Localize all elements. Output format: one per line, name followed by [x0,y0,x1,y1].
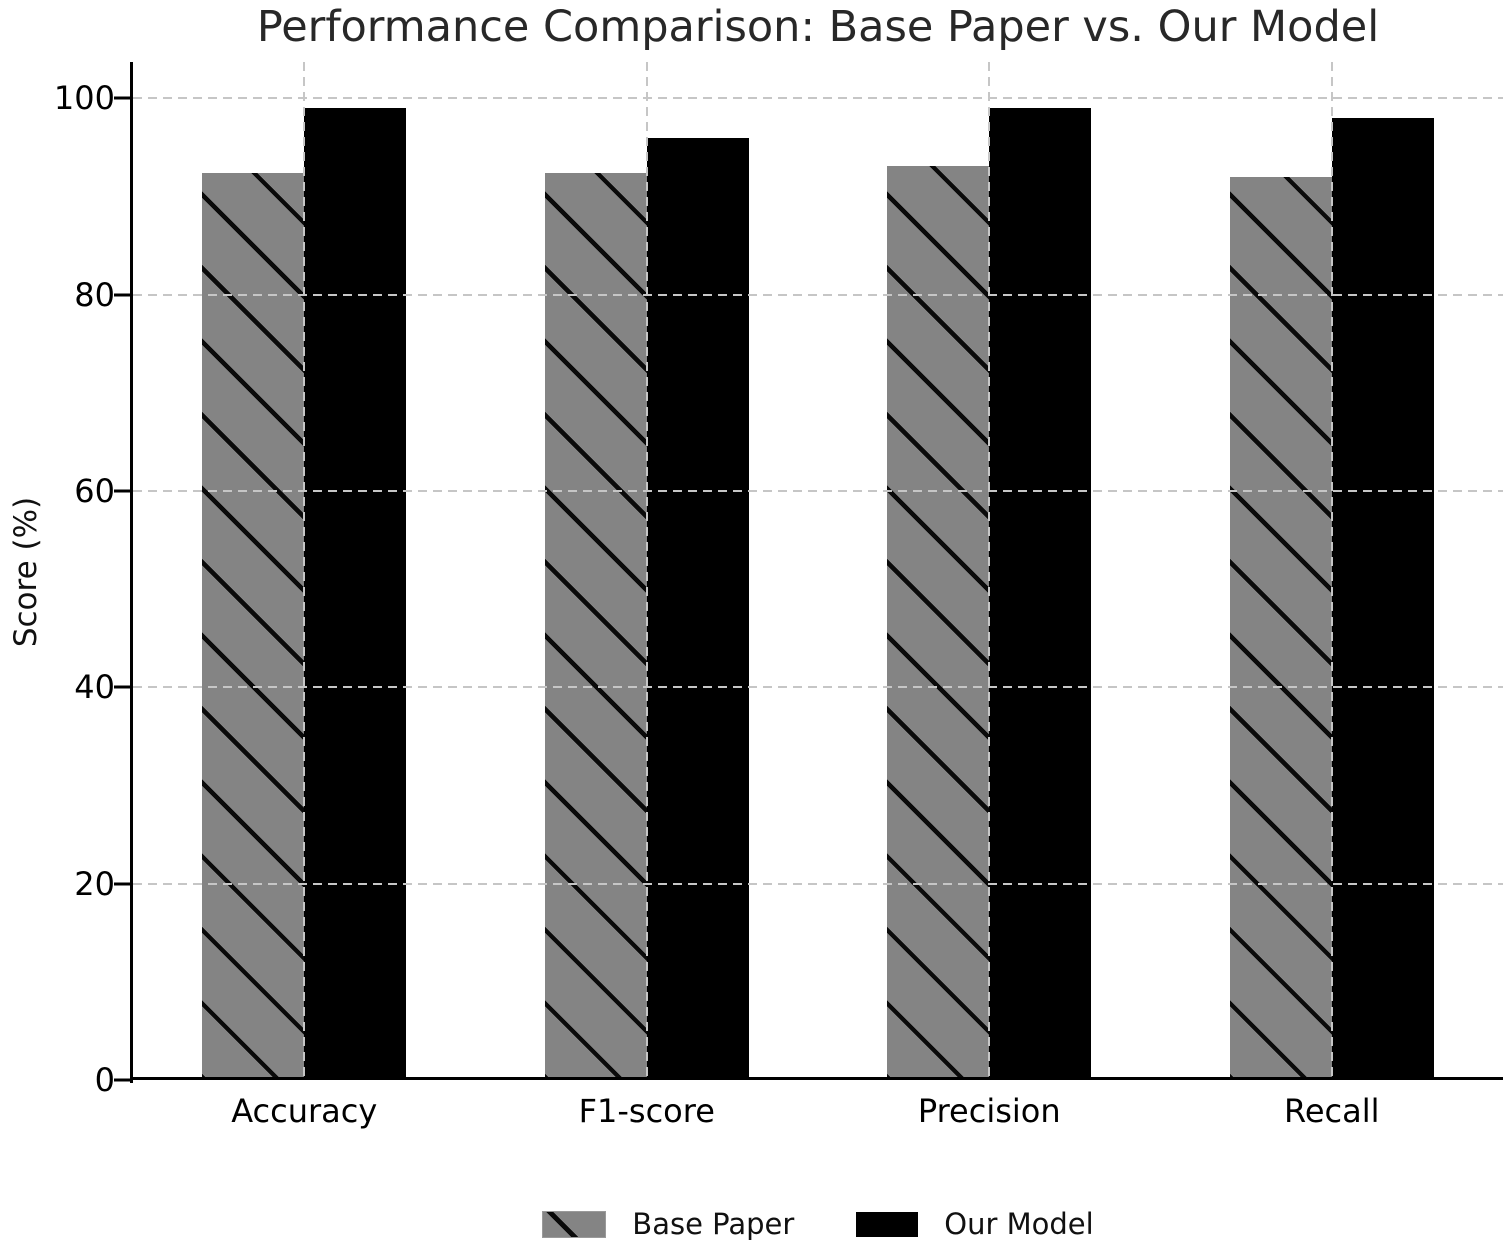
legend-swatch-our-model [856,1211,919,1237]
gridline-x-f1-score [645,62,648,1080]
y-axis-spine [130,62,133,1083]
legend-item-base-paper: Base Paper [542,1207,794,1241]
bar-base-paper-f1-score [544,172,647,1080]
legend: Base Paper Our Model [133,1205,1503,1243]
bar-base-paper-recall [1229,176,1332,1080]
legend-label-our-model: Our Model [944,1207,1094,1241]
gridline-y-60 [133,489,1503,492]
gridline-y-40 [133,686,1503,689]
legend-label-base-paper: Base Paper [632,1207,795,1241]
bar-our-model-recall [1331,117,1434,1080]
gridline-x-accuracy [303,62,306,1080]
y-axis-label: Score (%) [8,496,44,648]
bar-base-paper-accuracy [202,172,305,1080]
y-tick-label-0: 0 [94,1061,115,1099]
y-tick-label-80: 80 [74,275,115,314]
y-tick-label-100: 100 [53,79,115,118]
y-tick-40 [114,685,130,689]
x-axis-spine [130,1077,1503,1080]
bar-base-paper-precision [887,166,990,1080]
y-tick-label-60: 60 [74,471,115,510]
legend-swatch-base-paper [542,1210,607,1238]
y-tick-label-20: 20 [74,864,115,903]
gridline-x-recall [1330,62,1333,1080]
y-tick-label-40: 40 [74,668,115,707]
gridline-x-precision [988,62,991,1080]
plot-area: 0 20 40 60 80 100 Accuracy F1-score Precision Rec… [54,62,1503,1130]
y-tick-80 [114,293,130,297]
y-tick-100 [114,96,130,100]
x-tick-label-precision: Precision [917,1092,1061,1130]
y-tick-60 [114,489,130,493]
gridline-y-80 [133,293,1503,296]
x-tick-label-recall: Recall [1284,1092,1380,1130]
bar-our-model-accuracy [304,108,407,1080]
y-tick-0 [114,1078,130,1082]
x-tick-label-f1-score: F1-score [578,1092,715,1130]
gridline-y-20 [133,882,1503,885]
bar-our-model-f1-score [646,137,749,1080]
chart-title: Performance Comparison: Base Paper vs. O… [256,2,1380,52]
legend-item-our-model: Our Model [856,1207,1094,1241]
gridline-y-100 [133,97,1503,100]
y-tick-20 [114,882,130,886]
x-tick-label-accuracy: Accuracy [231,1092,378,1130]
bar-our-model-precision [989,108,1092,1080]
